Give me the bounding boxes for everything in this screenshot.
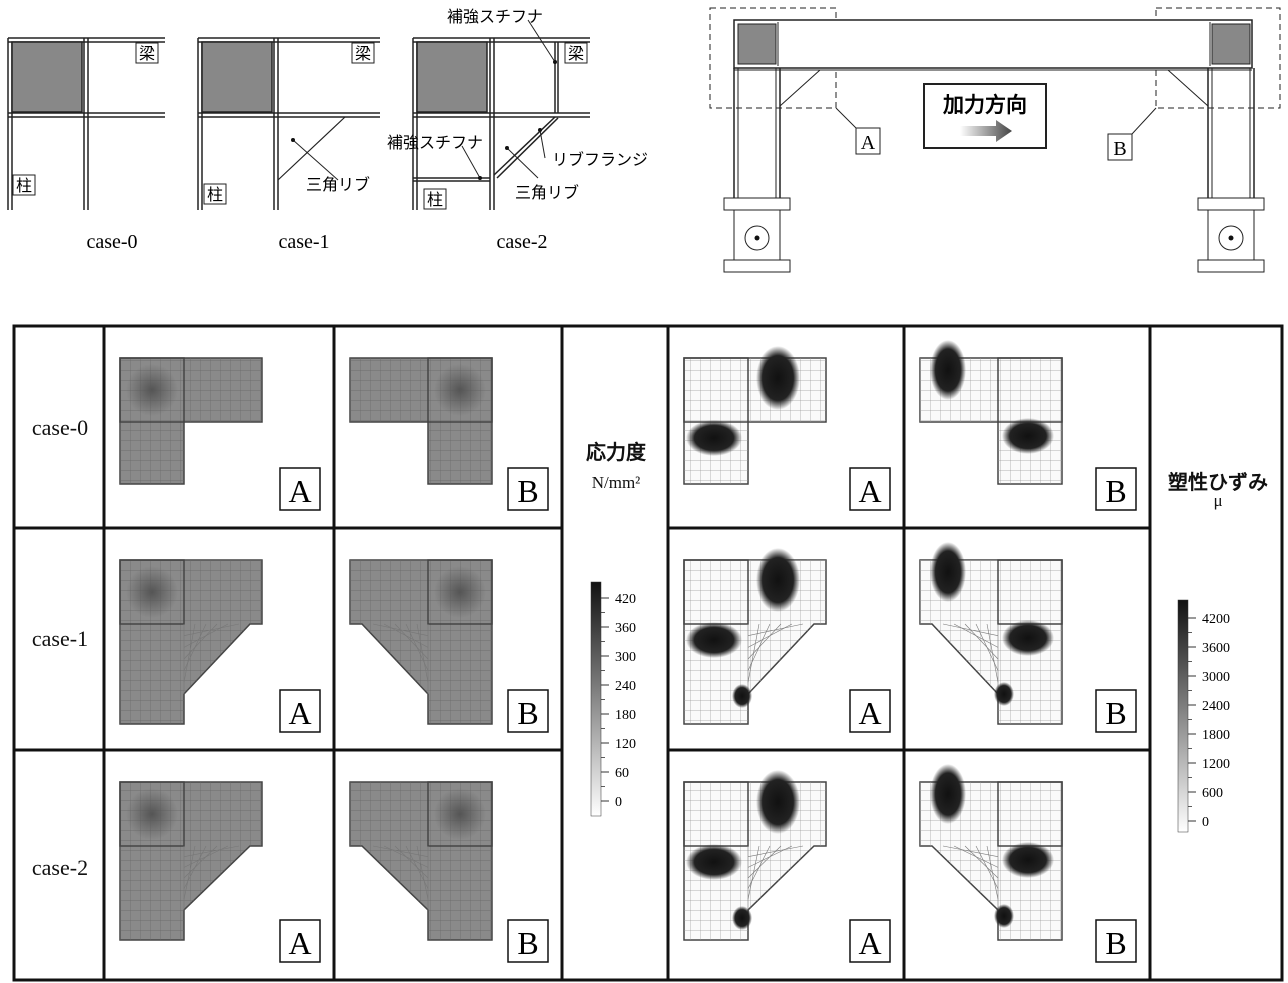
fem-cell-case-2-b: B	[919, 764, 1137, 963]
case-label: case-2	[496, 231, 547, 253]
fem-cell-case-2-b: B	[349, 781, 549, 963]
case-1-detail: 梁 柱 三角リブ case-1	[197, 37, 380, 253]
legend-tick-label: 4200	[1202, 612, 1230, 627]
stress-legend: 応力度 N/mm²	[566, 436, 666, 493]
triangle-rib-label: 三角リブ	[306, 175, 370, 194]
strain-legend: 塑性ひずみ μ	[1152, 466, 1284, 511]
fem-cell-case-2-a: A	[119, 781, 321, 963]
arrow-right-icon	[960, 120, 1012, 142]
triangle-rib-label: 三角リブ	[515, 183, 579, 202]
strain-colorbar: 4200 3600 3000 2400 1800 1200 600 0	[1177, 599, 1230, 833]
stiffener-label-top: 補強スチフナ	[447, 7, 543, 26]
joint-label-b: B	[1113, 138, 1126, 160]
cell-tag: B	[517, 925, 538, 961]
fem-cell-case-2-a: A	[683, 770, 891, 963]
legend-tick-label: 360	[615, 621, 636, 636]
row-label-case-1: case-1	[31, 626, 89, 651]
load-direction-label: 加力方向	[942, 93, 1027, 117]
cell-tag: B	[1105, 473, 1126, 509]
beam-label: 梁	[355, 44, 371, 63]
stiffener-label-bottom: 補強スチフナ	[387, 133, 483, 152]
stress-colorbar: 420 360 300 240 180 120 60 0	[590, 581, 636, 817]
legend-tick-label: 420	[615, 592, 636, 607]
fem-cell-case-0-a: A	[683, 346, 891, 511]
column-label: 柱	[427, 190, 443, 209]
legend-tick-label: 2400	[1202, 699, 1230, 714]
strain-legend-title: 塑性ひずみ	[1168, 470, 1268, 494]
legend-tick-label: 180	[615, 708, 636, 723]
row-label-case-0: case-0	[31, 415, 89, 440]
legend-tick-label: 300	[615, 650, 636, 665]
load-direction-box: 加力方向	[923, 83, 1047, 149]
legend-tick-label: 1800	[1202, 728, 1230, 743]
cell-tag: A	[288, 473, 311, 509]
stress-legend-unit: N/mm²	[591, 473, 641, 492]
legend-tick-label: 1200	[1202, 757, 1230, 772]
cell-tag: B	[517, 695, 538, 731]
legend-tick-label: 600	[1202, 786, 1223, 801]
fem-cell-case-0-b: B	[919, 340, 1137, 511]
column-label: 柱	[16, 176, 32, 195]
legend-tick-label: 0	[1202, 815, 1209, 830]
rib-flange-label: リブフランジ	[552, 150, 648, 169]
fem-cell-case-0-b: B	[349, 357, 549, 511]
beam-label: 梁	[568, 44, 584, 63]
joint-label-a: A	[861, 132, 876, 154]
strain-legend-unit: μ	[1213, 491, 1223, 510]
cell-tag: A	[858, 473, 881, 509]
cell-tag: A	[288, 925, 311, 961]
row-label-case-2: case-2	[31, 855, 89, 880]
joint-details-diagram: 梁 柱 case-0 梁 柱 三角リブ case-1	[7, 7, 648, 253]
cell-tag: A	[858, 925, 881, 961]
fem-cell-case-1-a: A	[119, 559, 321, 733]
legend-tick-label: 240	[615, 679, 636, 694]
legend-tick-label: 60	[615, 766, 629, 781]
cell-tag: B	[1105, 925, 1126, 961]
legend-tick-label: 3600	[1202, 641, 1230, 656]
beam-label: 梁	[139, 44, 155, 63]
fem-cell-case-1-b: B	[919, 542, 1137, 733]
column-label: 柱	[207, 185, 223, 204]
legend-tick-label: 3000	[1202, 670, 1230, 685]
case-label: case-0	[86, 231, 137, 253]
fem-cell-case-1-a: A	[683, 548, 891, 733]
fem-cell-case-0-a: A	[119, 357, 321, 511]
case-label: case-1	[278, 231, 329, 253]
stress-legend-title: 応力度	[586, 440, 646, 464]
legend-tick-label: 120	[615, 737, 636, 752]
legend-tick-label: 0	[615, 795, 622, 810]
cell-tag: A	[288, 695, 311, 731]
test-frame-diagram: A B 加力方向	[709, 7, 1281, 273]
fem-cell-case-1-b: B	[349, 559, 549, 733]
cell-tag: A	[858, 695, 881, 731]
cell-tag: B	[1105, 695, 1126, 731]
cell-tag: B	[517, 473, 538, 509]
case-0-detail: 梁 柱 case-0	[7, 37, 165, 253]
case-2-detail: 梁 柱 補強スチフナ 補強スチフナ リブフランジ 三角リブ case-2	[387, 7, 648, 253]
